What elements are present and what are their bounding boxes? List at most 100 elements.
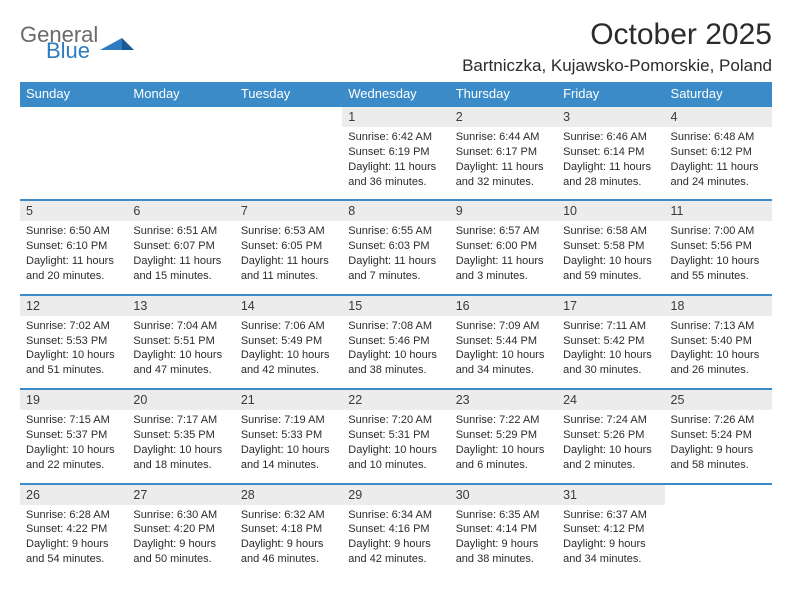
- day-info-row: Sunrise: 6:50 AMSunset: 6:10 PMDaylight:…: [20, 221, 772, 294]
- day-number-cell: [20, 106, 127, 127]
- sunrise-line: Sunrise: 6:30 AM: [133, 508, 228, 523]
- sunrise-line: Sunrise: 6:46 AM: [563, 130, 658, 145]
- day-info-cell: [127, 127, 234, 200]
- day-number-cell: [127, 106, 234, 127]
- day-info-cell: Sunrise: 6:34 AMSunset: 4:16 PMDaylight:…: [342, 505, 449, 577]
- day-info-row: Sunrise: 6:28 AMSunset: 4:22 PMDaylight:…: [20, 505, 772, 577]
- day-number-cell: 7: [235, 200, 342, 221]
- calendar-table: Sunday Monday Tuesday Wednesday Thursday…: [20, 82, 772, 577]
- daylight-line: Daylight: 10 hours and 30 minutes.: [563, 348, 658, 378]
- day-number-cell: 23: [450, 389, 557, 410]
- sunrise-line: Sunrise: 6:51 AM: [133, 224, 228, 239]
- sunset-line: Sunset: 5:40 PM: [671, 334, 766, 349]
- day-number-cell: 28: [235, 484, 342, 505]
- day-info-cell: Sunrise: 7:00 AMSunset: 5:56 PMDaylight:…: [665, 221, 772, 294]
- day-info-cell: Sunrise: 6:42 AMSunset: 6:19 PMDaylight:…: [342, 127, 449, 200]
- day-info-cell: Sunrise: 7:09 AMSunset: 5:44 PMDaylight:…: [450, 316, 557, 389]
- day-number-cell: 29: [342, 484, 449, 505]
- day-info-cell: Sunrise: 6:35 AMSunset: 4:14 PMDaylight:…: [450, 505, 557, 577]
- day-info-cell: Sunrise: 7:24 AMSunset: 5:26 PMDaylight:…: [557, 410, 664, 483]
- day-info-cell: Sunrise: 6:48 AMSunset: 6:12 PMDaylight:…: [665, 127, 772, 200]
- daylight-line: Daylight: 11 hours and 11 minutes.: [241, 254, 336, 284]
- day-number-cell: 13: [127, 295, 234, 316]
- weekday-header: Wednesday: [342, 82, 449, 106]
- location: Bartniczka, Kujawsko-Pomorskie, Poland: [462, 56, 772, 76]
- daylight-line: Daylight: 9 hours and 42 minutes.: [348, 537, 443, 567]
- sunset-line: Sunset: 6:17 PM: [456, 145, 551, 160]
- weekday-header: Tuesday: [235, 82, 342, 106]
- daylight-line: Daylight: 10 hours and 14 minutes.: [241, 443, 336, 473]
- sunrise-line: Sunrise: 6:48 AM: [671, 130, 766, 145]
- day-number-cell: 1: [342, 106, 449, 127]
- day-number-cell: 19: [20, 389, 127, 410]
- sunrise-line: Sunrise: 6:32 AM: [241, 508, 336, 523]
- sunset-line: Sunset: 6:19 PM: [348, 145, 443, 160]
- daylight-line: Daylight: 9 hours and 58 minutes.: [671, 443, 766, 473]
- day-number-cell: 14: [235, 295, 342, 316]
- day-info-cell: Sunrise: 7:19 AMSunset: 5:33 PMDaylight:…: [235, 410, 342, 483]
- sunrise-line: Sunrise: 7:26 AM: [671, 413, 766, 428]
- day-number-cell: 16: [450, 295, 557, 316]
- day-info-cell: Sunrise: 6:30 AMSunset: 4:20 PMDaylight:…: [127, 505, 234, 577]
- daylight-line: Daylight: 10 hours and 10 minutes.: [348, 443, 443, 473]
- sunrise-line: Sunrise: 7:22 AM: [456, 413, 551, 428]
- sunset-line: Sunset: 6:00 PM: [456, 239, 551, 254]
- sunrise-line: Sunrise: 7:00 AM: [671, 224, 766, 239]
- sunrise-line: Sunrise: 7:17 AM: [133, 413, 228, 428]
- day-number-row: 12131415161718: [20, 295, 772, 316]
- sunrise-line: Sunrise: 6:34 AM: [348, 508, 443, 523]
- day-number-cell: 22: [342, 389, 449, 410]
- daylight-line: Daylight: 11 hours and 32 minutes.: [456, 160, 551, 190]
- sunset-line: Sunset: 5:42 PM: [563, 334, 658, 349]
- sunrise-line: Sunrise: 6:58 AM: [563, 224, 658, 239]
- sunrise-line: Sunrise: 6:57 AM: [456, 224, 551, 239]
- day-number-cell: 27: [127, 484, 234, 505]
- sunrise-line: Sunrise: 7:19 AM: [241, 413, 336, 428]
- sunrise-line: Sunrise: 7:06 AM: [241, 319, 336, 334]
- weekday-header: Friday: [557, 82, 664, 106]
- day-number-row: 1234: [20, 106, 772, 127]
- day-number-cell: 9: [450, 200, 557, 221]
- daylight-line: Daylight: 10 hours and 6 minutes.: [456, 443, 551, 473]
- daylight-line: Daylight: 10 hours and 59 minutes.: [563, 254, 658, 284]
- sunrise-line: Sunrise: 6:35 AM: [456, 508, 551, 523]
- day-number-cell: [235, 106, 342, 127]
- sunset-line: Sunset: 5:46 PM: [348, 334, 443, 349]
- day-info-cell: Sunrise: 6:44 AMSunset: 6:17 PMDaylight:…: [450, 127, 557, 200]
- day-number-row: 19202122232425: [20, 389, 772, 410]
- day-number-cell: 2: [450, 106, 557, 127]
- sunrise-line: Sunrise: 6:28 AM: [26, 508, 121, 523]
- day-number-cell: 8: [342, 200, 449, 221]
- sunset-line: Sunset: 5:53 PM: [26, 334, 121, 349]
- sunrise-line: Sunrise: 7:24 AM: [563, 413, 658, 428]
- day-info-cell: [235, 127, 342, 200]
- sunrise-line: Sunrise: 6:37 AM: [563, 508, 658, 523]
- daylight-line: Daylight: 10 hours and 51 minutes.: [26, 348, 121, 378]
- logo-text-blue: Blue: [46, 40, 98, 62]
- day-info-cell: Sunrise: 6:58 AMSunset: 5:58 PMDaylight:…: [557, 221, 664, 294]
- sunset-line: Sunset: 5:35 PM: [133, 428, 228, 443]
- sunset-line: Sunset: 5:26 PM: [563, 428, 658, 443]
- weekday-header: Saturday: [665, 82, 772, 106]
- day-info-cell: Sunrise: 7:20 AMSunset: 5:31 PMDaylight:…: [342, 410, 449, 483]
- day-number-cell: [665, 484, 772, 505]
- daylight-line: Daylight: 11 hours and 15 minutes.: [133, 254, 228, 284]
- day-number-cell: 31: [557, 484, 664, 505]
- daylight-line: Daylight: 9 hours and 50 minutes.: [133, 537, 228, 567]
- day-info-cell: Sunrise: 6:50 AMSunset: 6:10 PMDaylight:…: [20, 221, 127, 294]
- sunset-line: Sunset: 6:07 PM: [133, 239, 228, 254]
- sunset-line: Sunset: 5:31 PM: [348, 428, 443, 443]
- sunset-line: Sunset: 6:05 PM: [241, 239, 336, 254]
- daylight-line: Daylight: 9 hours and 54 minutes.: [26, 537, 121, 567]
- day-number-cell: 11: [665, 200, 772, 221]
- sunset-line: Sunset: 6:10 PM: [26, 239, 121, 254]
- day-info-cell: Sunrise: 6:51 AMSunset: 6:07 PMDaylight:…: [127, 221, 234, 294]
- day-number-cell: 3: [557, 106, 664, 127]
- daylight-line: Daylight: 11 hours and 3 minutes.: [456, 254, 551, 284]
- sunrise-line: Sunrise: 7:15 AM: [26, 413, 121, 428]
- daylight-line: Daylight: 9 hours and 46 minutes.: [241, 537, 336, 567]
- daylight-line: Daylight: 9 hours and 38 minutes.: [456, 537, 551, 567]
- day-number-cell: 18: [665, 295, 772, 316]
- day-number-cell: 21: [235, 389, 342, 410]
- sunset-line: Sunset: 6:12 PM: [671, 145, 766, 160]
